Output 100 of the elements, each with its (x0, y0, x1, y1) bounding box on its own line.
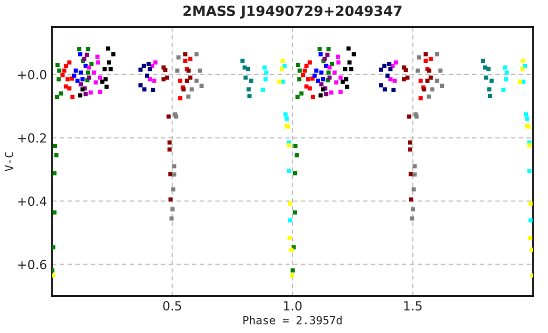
point (162, 77, 166, 82)
point (64, 64, 68, 68)
point (170, 207, 175, 212)
point (190, 87, 194, 92)
point (392, 78, 397, 83)
point (78, 52, 82, 56)
point (290, 273, 294, 278)
point (138, 83, 143, 88)
point (111, 52, 116, 56)
point (418, 78, 423, 83)
point (72, 74, 76, 78)
y-tick-label: +0.2 (18, 133, 46, 143)
point (424, 58, 428, 63)
point (188, 56, 192, 62)
point (80, 77, 85, 82)
point (408, 197, 414, 202)
point (412, 172, 417, 177)
point (310, 94, 316, 100)
point (385, 74, 390, 78)
point (416, 55, 422, 60)
point (184, 78, 190, 83)
point (301, 73, 306, 78)
point (62, 68, 66, 73)
point (412, 164, 417, 168)
point (98, 76, 102, 80)
point (84, 64, 88, 68)
point (528, 202, 533, 206)
point (316, 78, 320, 83)
point (153, 60, 158, 65)
point (434, 52, 440, 56)
point (412, 187, 416, 192)
point (96, 60, 100, 65)
point (168, 147, 172, 152)
point (174, 114, 178, 119)
point (410, 207, 416, 212)
point (503, 65, 508, 70)
point (410, 216, 414, 221)
point (298, 68, 302, 73)
point (329, 90, 334, 95)
point (408, 172, 413, 176)
point (524, 112, 528, 116)
point (520, 67, 524, 72)
point (332, 70, 337, 75)
point (434, 78, 440, 83)
point (326, 70, 331, 75)
point (391, 88, 396, 92)
point (352, 52, 356, 56)
point (487, 87, 492, 92)
point (152, 78, 156, 83)
point (338, 76, 343, 80)
point (54, 153, 58, 158)
point (171, 187, 176, 192)
point (260, 88, 265, 92)
point (484, 76, 488, 80)
point (262, 65, 267, 70)
point (527, 143, 532, 148)
point (148, 77, 152, 82)
point (169, 216, 174, 221)
point (168, 197, 173, 202)
point (78, 82, 83, 86)
point (194, 78, 199, 83)
point (349, 67, 354, 72)
point (188, 76, 192, 80)
point (388, 77, 392, 82)
point (378, 68, 384, 72)
point (480, 58, 486, 63)
point (402, 77, 406, 82)
point (54, 94, 60, 100)
point (325, 52, 330, 57)
point (183, 52, 188, 56)
point (304, 64, 309, 68)
point (168, 140, 172, 145)
point (319, 70, 324, 75)
point (296, 62, 300, 68)
point (294, 153, 299, 158)
point (343, 67, 348, 72)
point (92, 70, 96, 75)
point (414, 114, 419, 119)
point (244, 76, 248, 80)
point (297, 77, 302, 82)
point (168, 172, 172, 176)
point (263, 77, 268, 82)
point (318, 47, 322, 52)
point (70, 94, 75, 100)
point (194, 52, 199, 56)
point (320, 77, 326, 82)
point (521, 58, 526, 63)
point (404, 68, 408, 72)
point (163, 68, 168, 72)
x-tick-label: 1.5 (404, 301, 422, 311)
point (521, 80, 526, 84)
point (52, 245, 56, 250)
point (344, 77, 348, 82)
point (418, 96, 423, 100)
point (98, 90, 102, 94)
point (326, 47, 331, 52)
point (106, 46, 110, 51)
point (327, 76, 332, 80)
point (166, 114, 171, 119)
point (178, 78, 182, 83)
